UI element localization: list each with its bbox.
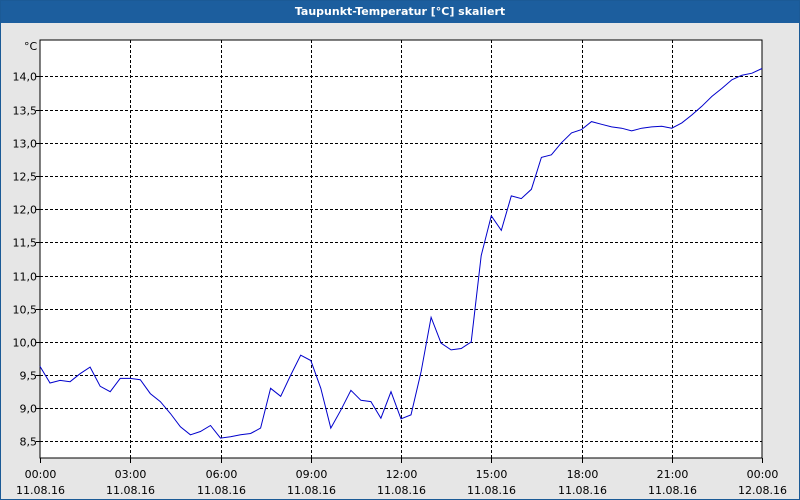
x-tick-time-label: 18:00: [567, 468, 599, 481]
plot-area: [39, 39, 763, 459]
x-tick-time-label: 03:00: [115, 468, 147, 481]
x-tick-time-label: 06:00: [206, 468, 238, 481]
x-tick-date-label: 11.08.16: [558, 484, 607, 497]
x-tick-time-label: 00:00: [25, 468, 57, 481]
series-layer: [39, 68, 763, 439]
y-axis-unit: °C: [24, 40, 38, 53]
y-tick-label: 13,5: [13, 105, 38, 118]
x-tick-date-label: 11.08.16: [648, 484, 697, 497]
series-line: [39, 68, 763, 439]
y-tick-label: 13,0: [13, 138, 38, 151]
x-tick-date-label: 11.08.16: [106, 484, 155, 497]
x-tick-time-label: 09:00: [296, 468, 328, 481]
x-tick-time-label: 12:00: [386, 468, 418, 481]
y-tick-label: 11,0: [13, 271, 38, 284]
x-tick-date-label: 11.08.16: [197, 484, 246, 497]
x-tick-date-label: 12.08.16: [738, 484, 787, 497]
y-tick-label: 9,5: [20, 370, 38, 383]
x-tick-date-label: 11.08.16: [287, 484, 336, 497]
y-tick-label: 9,0: [20, 403, 38, 416]
y-tick-label: 12,0: [13, 204, 38, 217]
x-tick-time-label: 15:00: [476, 468, 508, 481]
grid: [40, 40, 762, 458]
x-tick-date-label: 11.08.16: [16, 484, 65, 497]
y-tick-label: 10,5: [13, 304, 38, 317]
chart-title: Taupunkt-Temperatur [°C] skaliert: [1, 1, 799, 23]
y-tick-label: 12,5: [13, 171, 38, 184]
x-tick-date-label: 11.08.16: [377, 484, 426, 497]
y-tick-label: 14,0: [13, 71, 38, 84]
y-tick-label: 11,5: [13, 237, 38, 250]
x-tick-time-label: 21:00: [657, 468, 689, 481]
y-tick-label: 10,0: [13, 337, 38, 350]
x-tick-date-label: 11.08.16: [467, 484, 516, 497]
y-tick-label: 8,5: [20, 436, 38, 449]
axes: 14,0 13,5 13,0 12,5 12,0 11,5 11,0 10,5 10,0 9,5 9…: [13, 71, 787, 498]
x-tick-time-label: 00:00: [747, 468, 779, 481]
